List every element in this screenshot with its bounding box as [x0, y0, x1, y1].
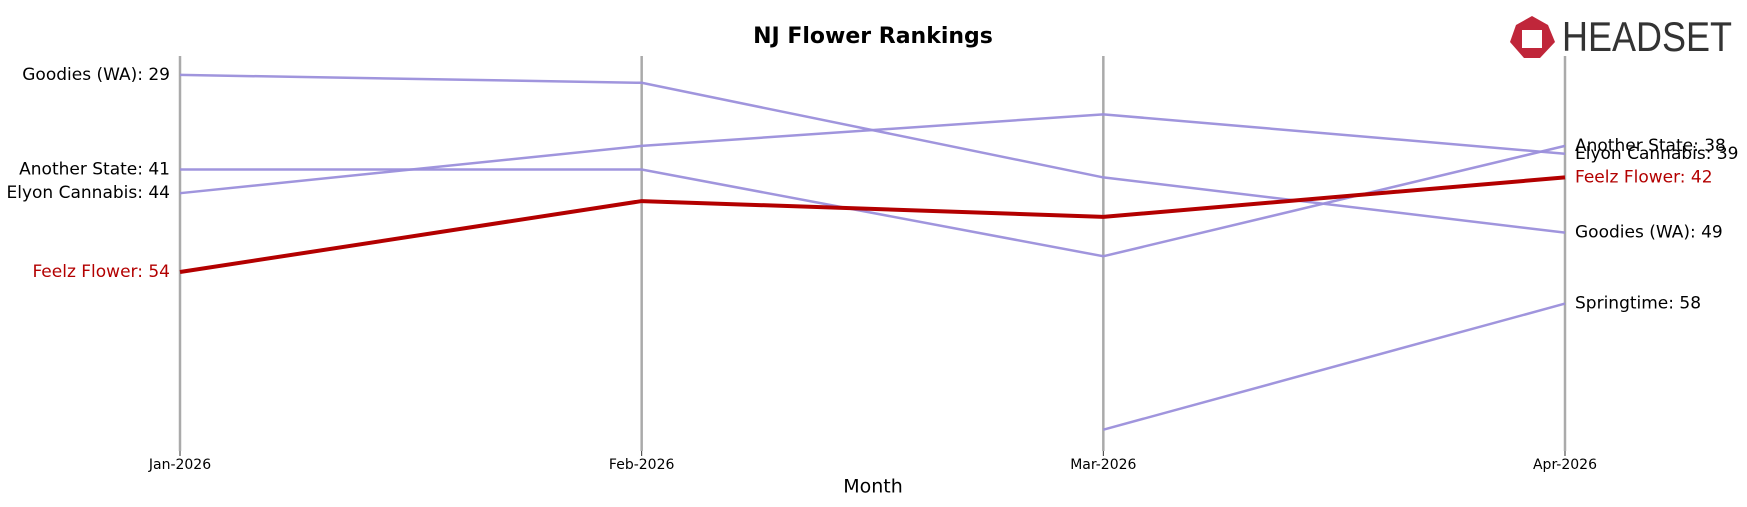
start-label: Feelz Flower: 54: [32, 262, 170, 282]
end-label: Goodies (WA): 49: [1575, 223, 1723, 243]
x-tick-label: Apr-2026: [1533, 457, 1597, 473]
series-line: [179, 175, 1566, 275]
start-label: Elyon Cannabis: 44: [7, 183, 171, 203]
logo: HEADSET: [1510, 13, 1732, 60]
x-axis-label: Month: [843, 476, 903, 498]
series-line: [179, 113, 1566, 195]
start-label: Another State: 41: [19, 160, 170, 180]
end-label: Elyon Cannabis: 39: [1575, 144, 1739, 164]
logo-text: HEADSET: [1562, 13, 1732, 60]
start-label: Goodies (WA): 29: [22, 65, 170, 85]
x-tick-label: Mar-2026: [1070, 457, 1136, 473]
chart-title: NJ Flower Rankings: [753, 24, 993, 49]
end-label: Feelz Flower: 42: [1575, 167, 1713, 187]
x-tick-label: Jan-2026: [148, 457, 211, 473]
series-line: [1103, 302, 1566, 431]
end-label: Springtime: 58: [1575, 294, 1701, 314]
logo-icon-hole: [1522, 30, 1542, 48]
x-tick-label: Feb-2026: [609, 457, 675, 473]
end-label: Another State: 38: [1575, 136, 1726, 156]
